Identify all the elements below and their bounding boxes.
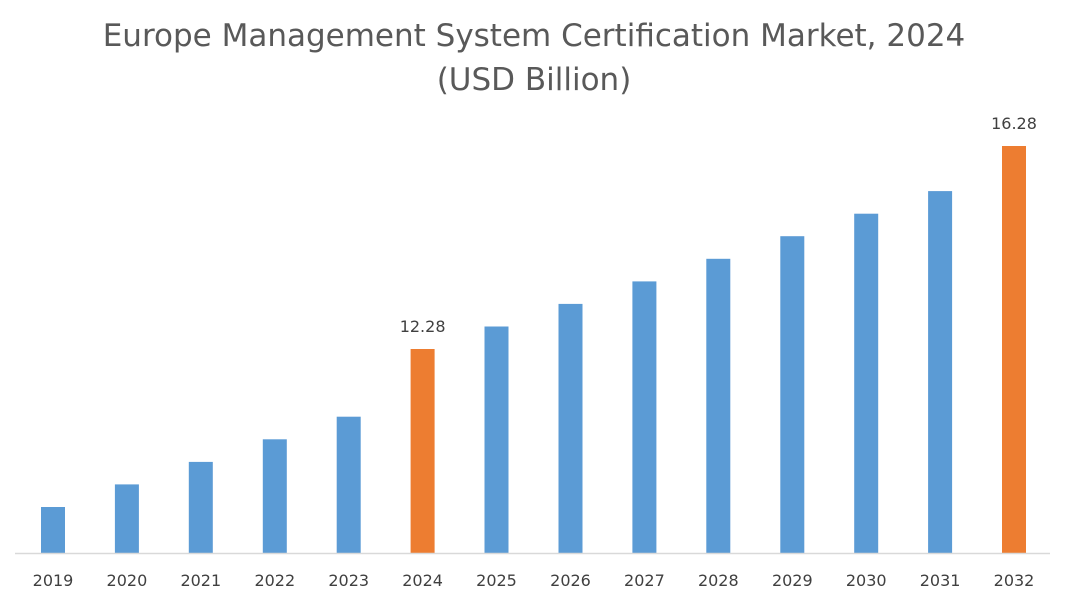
x-tick-label-2021: 2021 [180, 571, 221, 590]
bar-2024 [410, 349, 435, 553]
x-tick-label-2024: 2024 [402, 571, 443, 590]
bar-2023 [336, 416, 361, 553]
bar-2021 [188, 461, 213, 553]
x-tick-label-2020: 2020 [107, 571, 148, 590]
bar-2025 [484, 326, 509, 553]
x-tick-label-2030: 2030 [846, 571, 887, 590]
bar-2029 [780, 236, 805, 553]
bar-2027 [632, 281, 657, 553]
bar-2030 [854, 213, 879, 553]
data-labels: 12.28 16.28 [400, 114, 1037, 336]
bar-2022 [262, 439, 287, 553]
bar-2031 [928, 191, 953, 553]
bar-2020 [114, 484, 139, 553]
x-tick-label-2031: 2031 [920, 571, 961, 590]
bars-layer [41, 146, 1026, 553]
x-tick-label-2032: 2032 [994, 571, 1035, 590]
chart-title: Europe Management System Certification M… [102, 18, 966, 54]
x-tick-label-2027: 2027 [624, 571, 665, 590]
x-tick-label-2029: 2029 [772, 571, 813, 590]
bar-2026 [558, 303, 583, 553]
x-tick-labels: 2019 2020 2021 2022 2023 2024 2025 2026 2027 2028… [33, 571, 1035, 590]
x-tick-label-2019: 2019 [33, 571, 74, 590]
bar-2032 [1002, 146, 1026, 553]
bar-2019 [41, 507, 65, 553]
chart-subtitle: (USD Billion) [436, 62, 632, 98]
bar-2028 [706, 258, 731, 553]
x-tick-label-2028: 2028 [698, 571, 739, 590]
x-tick-label-2023: 2023 [328, 571, 369, 590]
data-label-2032: 16.28 [991, 114, 1037, 133]
x-tick-label-2026: 2026 [550, 571, 591, 590]
x-tick-label-2022: 2022 [254, 571, 295, 590]
x-tick-label-2025: 2025 [476, 571, 517, 590]
data-label-2024: 12.28 [400, 317, 446, 336]
